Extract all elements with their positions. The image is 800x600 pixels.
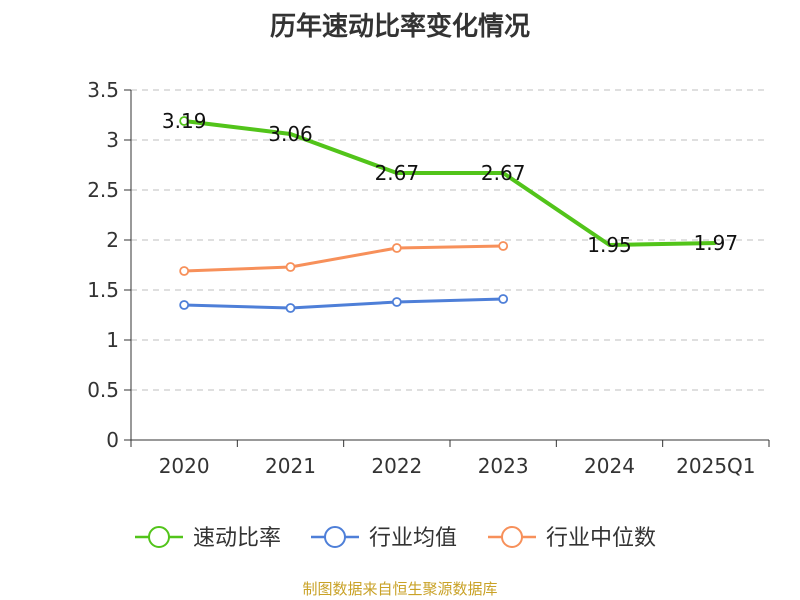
x-tick-label: 2022 [371,454,422,478]
y-tick-label: 2 [106,228,119,252]
y-tick-label: 3.5 [87,78,119,102]
data-label: 1.95 [587,233,632,257]
y-tick-label: 2.5 [87,178,119,202]
legend-swatch-marker [501,526,523,548]
legend-item: 行业中位数 [488,526,656,551]
series-line [184,244,504,273]
data-point [179,300,190,310]
y-tick-label: 3 [106,128,119,152]
axes: 0 0.5 1 1.5 2 2.5 3 3.5 2020 2021 2022 2023 2024 2025… [87,78,770,478]
y-tick-label: 0.5 [87,378,119,402]
data-label: 1.97 [694,231,739,255]
y-tick-label: 1 [106,328,119,352]
x-tick-label: 2025Q1 [676,454,755,478]
x-tick-label: 2021 [265,454,316,478]
legend-swatch-marker [324,526,346,548]
data-label: 2.67 [481,161,526,185]
data-point [391,297,402,307]
legend-item: 行业均值 [311,526,457,551]
data-point [285,262,296,272]
legend-label: 行业中位数 [546,526,656,551]
data-label: 3.19 [162,109,207,133]
y-tick-label: 1.5 [87,278,119,302]
series-lines [179,116,716,313]
data-point [179,116,190,126]
legend: 速动比率 行业均值 行业中位数 [135,526,656,551]
data-label: 2.67 [375,161,420,185]
legend-label: 行业均值 [369,526,457,551]
data-point [498,294,509,304]
chart-title: 历年速动比率变化情况 [269,12,530,42]
data-point [498,241,509,251]
x-tick-label: 2023 [478,454,529,478]
source-note: 制图数据来自恒生聚源数据库 [302,580,498,598]
legend-item: 速动比率 [135,526,281,551]
data-point [391,243,402,253]
legend-label: 速动比率 [193,526,281,551]
data-label: 3.06 [268,122,313,146]
x-tick-label: 2024 [584,454,635,478]
series-line [183,119,716,247]
data-labels: 3.19 3.06 2.67 2.67 1.95 1.97 [162,109,738,257]
data-point [285,303,296,313]
y-tick-label: 0 [106,428,119,452]
series-line [184,297,504,310]
grid-lines [131,89,769,391]
legend-swatch-marker [148,526,170,548]
data-point [179,266,190,276]
x-tick-label: 2020 [159,454,210,478]
